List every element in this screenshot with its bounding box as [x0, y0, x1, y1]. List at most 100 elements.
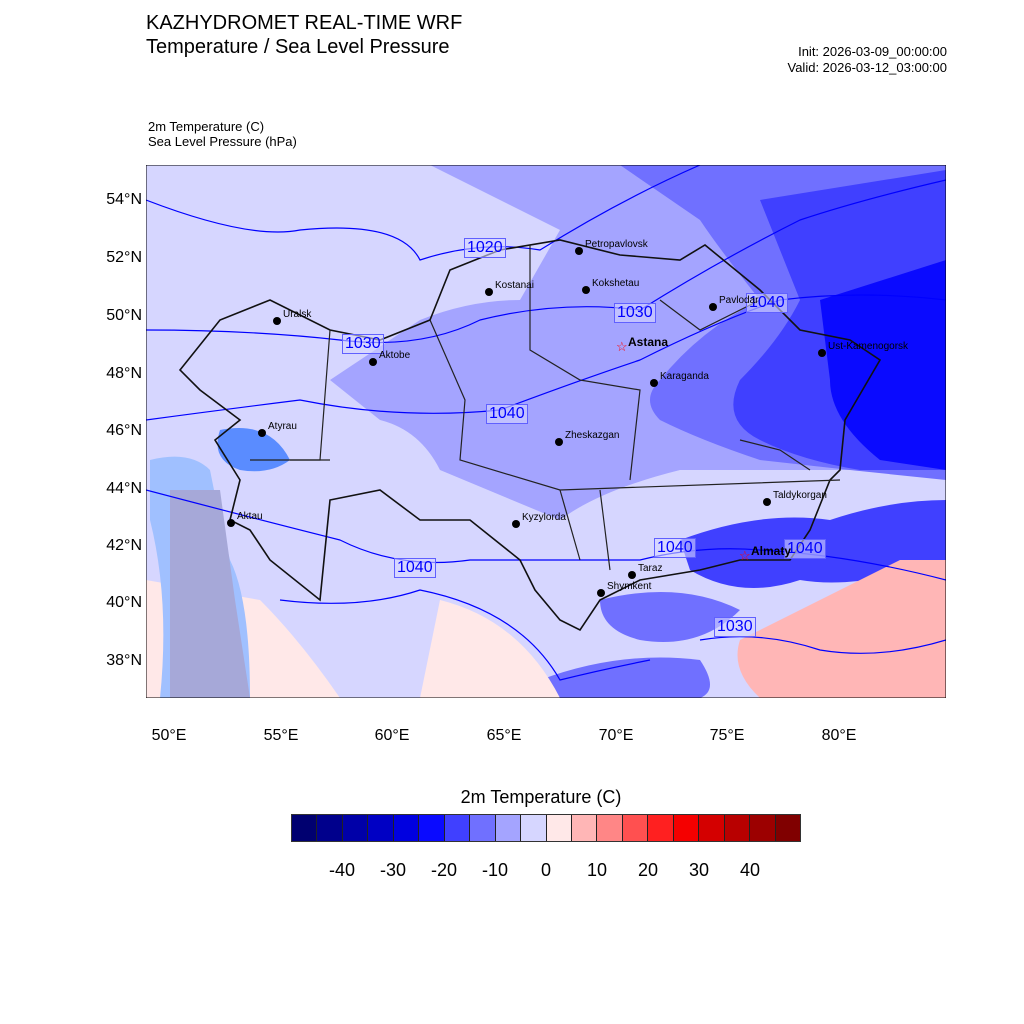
colorbar-title: 2m Temperature (C) [460, 787, 622, 807]
colorbar-box [444, 815, 471, 841]
lat-tick: 44°N [106, 480, 142, 497]
city-label: Karaganda [660, 371, 709, 382]
city-marker [273, 312, 281, 330]
colorbar-label: 0 [540, 860, 551, 880]
colorbar-box [571, 815, 598, 841]
dot-icon [273, 317, 281, 325]
city-label: Atyrau [268, 421, 297, 432]
dot-icon [582, 286, 590, 294]
city-label: Kyzylorda [522, 512, 566, 523]
dot-icon [369, 358, 377, 366]
lat-tick: 50°N [106, 307, 142, 324]
city-marker [575, 242, 583, 260]
city-marker [597, 584, 605, 602]
dot-icon [650, 379, 658, 387]
colorbar-box [775, 815, 801, 841]
city-marker [555, 433, 563, 451]
city-label: Taraz [638, 563, 663, 574]
dot-icon [227, 519, 235, 527]
colorbar-label: 40 [739, 860, 761, 880]
lat-tick: 38°N [106, 652, 142, 669]
isobar-label: 1020 [464, 238, 506, 258]
lat-tick: 48°N [106, 365, 142, 382]
star-icon: ☆ [616, 339, 628, 354]
lon-tick: 55°E [263, 727, 299, 744]
city-marker: ☆ [739, 547, 751, 565]
city-label: Aktau [237, 511, 263, 522]
colorbar-box [750, 815, 776, 841]
city-label: Shymkent [607, 581, 652, 592]
colorbar-box [699, 815, 725, 841]
figure-title: KAZHYDROMET REAL-TIME WRF [146, 12, 463, 34]
colorbar-label: -10 [481, 860, 508, 880]
star-icon: ☆ [739, 548, 751, 563]
colorbar-box [597, 815, 623, 841]
dot-icon [555, 438, 563, 446]
city-marker [582, 281, 590, 299]
lon-tick: 50°E [151, 727, 187, 744]
isobar-label: 1040 [746, 293, 788, 313]
colorbar [291, 814, 801, 842]
colorbar-label: -20 [430, 860, 457, 880]
colorbar-box [622, 815, 649, 841]
city-label: Kokshetau [592, 278, 640, 289]
field-pressure-label: Sea Level Pressure (hPa) [148, 134, 297, 149]
colorbar-label: 30 [688, 860, 710, 880]
city-label: Pavlodar [719, 295, 759, 306]
city-label: Taldykorgan [773, 490, 827, 501]
city-marker [512, 515, 520, 533]
city-marker [628, 566, 636, 584]
field-temperature-label: 2m Temperature (C) [148, 119, 265, 134]
isobar-label: 1030 [714, 617, 756, 637]
init-time: Init: 2026-03-09_00:00:00 [798, 44, 947, 59]
isobar-label: 1040 [394, 558, 436, 578]
lat-tick: 52°N [106, 249, 142, 266]
city-label: Aktobe [379, 350, 411, 361]
lon-tick: 60°E [374, 727, 410, 744]
city-label: Zheskazgan [565, 430, 620, 441]
temp-fill-plus10 [737, 560, 946, 698]
lon-tick: 80°E [821, 727, 857, 744]
city-marker [818, 344, 826, 362]
isobar-label: 1040 [486, 404, 528, 424]
lat-tick: 40°N [106, 594, 142, 611]
dot-icon [512, 520, 520, 528]
colorbar-box [317, 815, 343, 841]
city-marker [227, 514, 235, 532]
lat-tick: 42°N [106, 537, 142, 554]
isobar-label: 1040 [784, 539, 826, 559]
colorbar-box [724, 815, 751, 841]
dot-icon [763, 498, 771, 506]
colorbar-box [292, 815, 318, 841]
isobar-label: 1040 [654, 538, 696, 558]
colorbar-box [393, 815, 420, 841]
city-label: Ust-Kamenogorsk [828, 341, 909, 352]
colorbar-box [470, 815, 496, 841]
city-marker [369, 353, 377, 371]
colorbar-box [419, 815, 445, 841]
colorbar-label: 20 [637, 860, 659, 880]
colorbar-box [673, 815, 700, 841]
lon-tick: 75°E [709, 727, 745, 744]
city-marker [709, 298, 717, 316]
colorbar-box [546, 815, 572, 841]
oblast-borders [250, 245, 841, 571]
dot-icon [575, 247, 583, 255]
valid-time: Valid: 2026-03-12_03:00:00 [787, 60, 948, 75]
dot-icon [258, 429, 266, 437]
colorbar-label: 10 [586, 860, 608, 880]
city-label: Astana [628, 335, 669, 349]
dot-icon [818, 349, 826, 357]
colorbar-box [495, 815, 522, 841]
colorbar-box [368, 815, 394, 841]
lon-tick: 65°E [486, 727, 522, 744]
city-label: Almaty [751, 544, 792, 558]
isobar-label: 1030 [614, 303, 656, 323]
isobar-label: 1030 [342, 334, 384, 354]
dot-icon [709, 303, 717, 311]
city-label: Uralsk [283, 309, 312, 320]
colorbar-label: -40 [328, 860, 355, 880]
dot-icon [628, 571, 636, 579]
dot-icon [597, 589, 605, 597]
